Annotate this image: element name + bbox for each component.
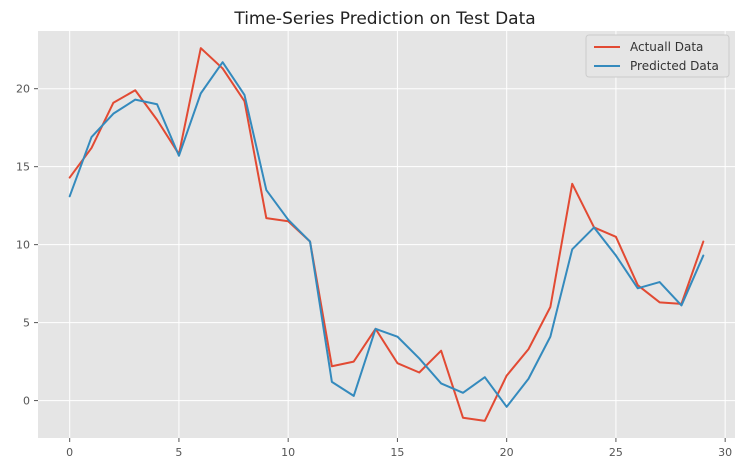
x-tick-label: 20 (500, 446, 514, 459)
axis-ticks: 0 5 10 15 20 25 30 0 5 10 15 20 (16, 83, 732, 459)
series-line-predicted (68, 61, 705, 408)
x-tick-label: 5 (175, 446, 182, 459)
chart-title: Time-Series Prediction on Test Data (233, 9, 535, 29)
legend-label-predicted: Predicted Data (630, 59, 719, 73)
x-tick-label: 30 (718, 446, 732, 459)
y-tick-label: 20 (16, 83, 30, 96)
legend: Actuall Data Predicted Data (585, 34, 730, 78)
y-tick-label: 0 (23, 395, 30, 408)
legend-label-actual: Actuall Data (630, 40, 703, 54)
x-tick-label: 10 (281, 446, 295, 459)
x-tick-label: 15 (390, 446, 404, 459)
x-tick-label: 0 (66, 446, 73, 459)
legend-box (585, 34, 730, 78)
x-tick-label: 25 (609, 446, 623, 459)
y-tick-label: 15 (16, 161, 30, 174)
y-tick-label: 10 (16, 239, 30, 252)
plot-area (38, 31, 735, 438)
y-tick-label: 5 (23, 317, 30, 330)
series-lines (68, 47, 705, 422)
